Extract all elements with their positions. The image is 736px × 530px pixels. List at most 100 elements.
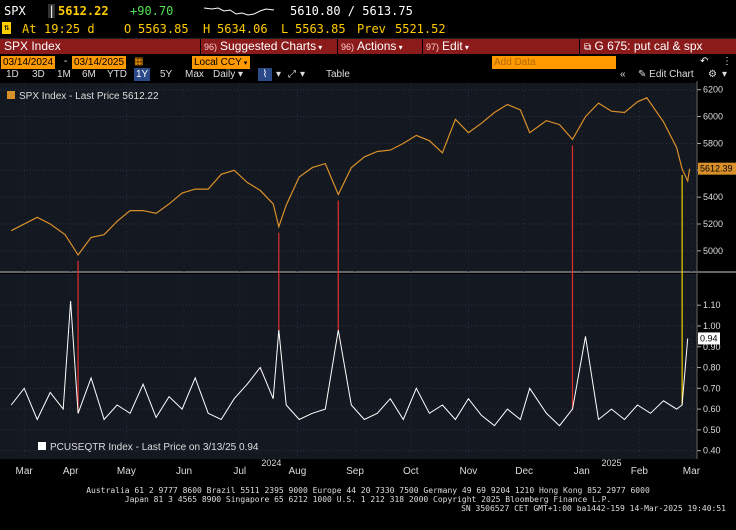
putcall-last-tag: 0.94 [700, 333, 718, 343]
putcall-tick-label: 0.90 [703, 342, 721, 352]
spx-tick-label: 5800 [703, 138, 723, 148]
spx-tick-label: 5000 [703, 246, 723, 256]
settings-icon[interactable]: ⚙ [708, 69, 717, 80]
putcall-tick-label: 1.00 [703, 321, 721, 331]
quote-time: 19:25 d [44, 22, 95, 36]
month-label: Oct [403, 466, 419, 477]
range-1d[interactable]: 1D [6, 69, 19, 80]
external-link-icon[interactable]: ⧉ [584, 42, 592, 53]
calendar-icon[interactable]: ▦ [134, 56, 144, 67]
spx-panel-background [0, 83, 697, 271]
security-label: SPX Index [4, 39, 61, 53]
putcall-legend-text: PCUSEQTR Index - Last Price on 3/13/25 0… [50, 442, 259, 453]
month-label: Sep [346, 466, 364, 477]
add-data-input[interactable]: Add Data [492, 56, 616, 69]
range-1y[interactable]: 1Y [134, 68, 151, 82]
collapse-icon[interactable]: « [620, 69, 626, 80]
putcall-tick-label: 0.80 [703, 363, 721, 373]
spx-legend-swatch [7, 91, 15, 99]
end-date: 03/14/2025 [74, 57, 125, 68]
chart-type-dropdown-icon[interactable]: ▾ [276, 69, 282, 80]
edit-menu[interactable]: 97) Edit ▾ [423, 39, 579, 54]
spx-legend-text: SPX Index - Last Price 5612.22 [19, 91, 159, 102]
ticker-separator: | [48, 4, 56, 18]
quote-bar: SPX | 5612.22 +90.70 5610.80 / 5613.75 [0, 0, 736, 20]
back-icon[interactable]: ↶ [700, 56, 709, 67]
wrench-icon: ✎ [638, 69, 647, 80]
prev-value: 5521.52 [395, 22, 446, 36]
date-bar: 03/14/2024 - 03/14/2025 ▦ Local CCY ▾ Ad… [0, 55, 736, 69]
month-label: Dec [515, 466, 533, 477]
putcall-tick-label: 1.10 [703, 300, 721, 310]
start-date-field[interactable]: 03/14/2024 [1, 56, 56, 69]
spx-tick-label: 5200 [703, 219, 723, 229]
prev-label: Prev [357, 22, 386, 36]
high-value: 5634.06 [217, 22, 268, 36]
suggested-charts-menu[interactable]: 96) Suggested Charts ▾ [201, 39, 337, 54]
suggested-num: 96) [204, 42, 218, 52]
page-title: G 675: put cal & spx [594, 39, 703, 53]
putcall-tick-label: 0.50 [703, 425, 721, 435]
currency-label: Local CCY [194, 57, 242, 68]
month-label: Mar [683, 466, 701, 477]
month-label: Feb [631, 466, 649, 477]
page-title-box: ⧉ G 675: put cal & spx [580, 39, 736, 54]
month-label: Nov [459, 466, 477, 477]
draw-dropdown-icon[interactable]: ▾ [300, 69, 306, 80]
month-label: Aug [288, 466, 306, 477]
exchange-icon[interactable]: ⇅ [2, 22, 12, 34]
spx-tick-label: 6200 [703, 85, 723, 95]
footer-contacts: Australia 61 2 9777 8600 Brazil 5511 239… [86, 486, 650, 495]
month-label: Apr [63, 466, 79, 477]
putcall-tick-label: 0.40 [703, 446, 721, 456]
edit-num: 97) [426, 42, 440, 52]
putcall-last-tag-box [698, 332, 720, 345]
year-label: 2024 [261, 458, 281, 468]
more-icon[interactable]: ⋮ [722, 56, 732, 67]
range-6m[interactable]: 6M [82, 69, 96, 80]
draw-icon[interactable]: ⤢ [288, 69, 296, 80]
month-label: May [117, 466, 136, 477]
edit-chart-button[interactable]: ✎ Edit Chart [638, 68, 694, 82]
year-label: 2025 [601, 458, 621, 468]
end-date-field[interactable]: 03/14/2025 [72, 56, 127, 69]
month-label: Jul [233, 466, 246, 477]
security-field[interactable]: SPX Index [0, 39, 200, 54]
month-label: Mar [16, 466, 34, 477]
spx-tick-label: 5400 [703, 192, 723, 202]
suggested-label: Suggested Charts [220, 39, 317, 53]
currency-select[interactable]: Local CCY ▾ [192, 56, 250, 69]
periodicity-select[interactable]: Daily ▾ [213, 69, 244, 80]
date-separator: - [64, 56, 68, 67]
month-label: Jun [176, 466, 192, 477]
footer-session: SN 3506527 CET GMT+1:00 ba1442-159 14-Ma… [461, 504, 726, 513]
range-3d[interactable]: 3D [32, 69, 45, 80]
table-button[interactable]: Table [326, 69, 350, 80]
month-label: Jan [574, 466, 590, 477]
function-bar: SPX Index 96) Suggested Charts ▾ 96) Actio… [0, 38, 736, 54]
putcall-panel-background [0, 274, 697, 459]
range-1m[interactable]: 1M [57, 69, 71, 80]
edit-label: Edit [442, 39, 463, 53]
bid-ask: 5610.80 / 5613.75 [290, 4, 413, 18]
line-chart-icon[interactable]: ⌇ [258, 68, 272, 82]
ohlc-bar: ⇅ At 19:25 d O 5563.85 H 5634.06 L 5563.… [0, 20, 736, 38]
dropdown-icon[interactable]: ▾ [722, 69, 728, 80]
putcall-tick-label: 0.60 [703, 404, 721, 414]
spx-tick-label: 6000 [703, 112, 723, 122]
actions-menu[interactable]: 96) Actions ▾ [338, 39, 422, 54]
open-label: O [124, 22, 132, 36]
range-max[interactable]: Max [185, 69, 204, 80]
spx-last-tag-box [698, 162, 736, 175]
putcall-series-line [10, 300, 689, 427]
open-value: 5563.85 [138, 22, 189, 36]
price-change: +90.70 [130, 4, 174, 18]
low-value: 5563.85 [295, 22, 346, 36]
range-5y[interactable]: 5Y [160, 69, 173, 80]
actions-num: 96) [341, 42, 355, 52]
range-ytd[interactable]: YTD [107, 69, 127, 80]
edit-chart-label: Edit Chart [649, 69, 694, 80]
chart-area: 50005200540056005800600062000.400.500.60… [0, 81, 736, 486]
putcall-tick-label: 0.70 [703, 383, 721, 393]
high-label: H [203, 22, 211, 36]
